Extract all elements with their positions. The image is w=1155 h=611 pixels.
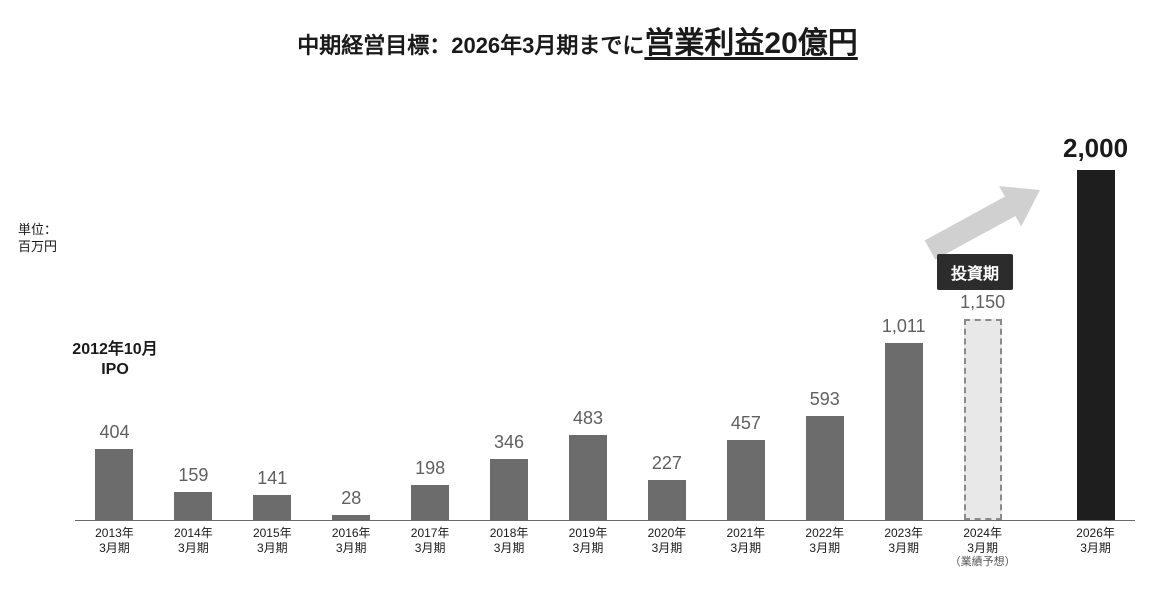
bar-6 bbox=[569, 435, 607, 520]
bar-value-label: 2,000 bbox=[1051, 133, 1141, 164]
bar-value-label: 404 bbox=[69, 422, 159, 443]
bar-value-label: 198 bbox=[385, 458, 475, 479]
bar-value-label: 159 bbox=[148, 465, 238, 486]
bar-11 bbox=[964, 319, 1002, 520]
bar-7 bbox=[648, 480, 686, 520]
bar-0 bbox=[95, 449, 133, 520]
chart-page: { "title": { "prefix": "中期経営目標：2026年3月期ま… bbox=[0, 0, 1155, 611]
bar-value-label: 457 bbox=[701, 413, 791, 434]
bar-value-label: 593 bbox=[780, 389, 870, 410]
bar-4 bbox=[411, 485, 449, 520]
title-prefix: 中期経営目標：2026年3月期までに bbox=[297, 33, 644, 58]
x-tick-label: 2026年 3月期 bbox=[1046, 526, 1146, 556]
bar-chart: 4042013年 3月期1592014年 3月期1412015年 3月期2820… bbox=[75, 170, 1135, 520]
x-tick-label: 2024年 3月期（業績予想） bbox=[933, 526, 1033, 570]
bar-9 bbox=[806, 416, 844, 520]
bar-8 bbox=[727, 440, 765, 520]
unit-label: 単位： 百万円 bbox=[18, 222, 57, 256]
bar-10 bbox=[885, 343, 923, 520]
bar-value-label: 141 bbox=[227, 468, 317, 489]
chart-baseline bbox=[75, 520, 1135, 521]
page-title: 中期経営目標：2026年3月期までに営業利益20億円 bbox=[0, 18, 1155, 62]
bar-12 bbox=[1077, 170, 1115, 520]
bar-value-label: 346 bbox=[464, 432, 554, 453]
bar-value-label: 1,011 bbox=[859, 316, 949, 337]
x-tick-sublabel: （業績予想） bbox=[933, 556, 1033, 570]
bar-5 bbox=[490, 459, 528, 520]
bar-2 bbox=[253, 495, 291, 520]
bar-value-label: 1,150 bbox=[938, 292, 1028, 313]
bar-value-label: 483 bbox=[543, 408, 633, 429]
title-emphasis: 営業利益20億円 bbox=[644, 27, 857, 60]
bar-value-label: 28 bbox=[306, 488, 396, 509]
bar-value-label: 227 bbox=[622, 453, 712, 474]
bar-1 bbox=[174, 492, 212, 520]
bar-3 bbox=[332, 515, 370, 520]
